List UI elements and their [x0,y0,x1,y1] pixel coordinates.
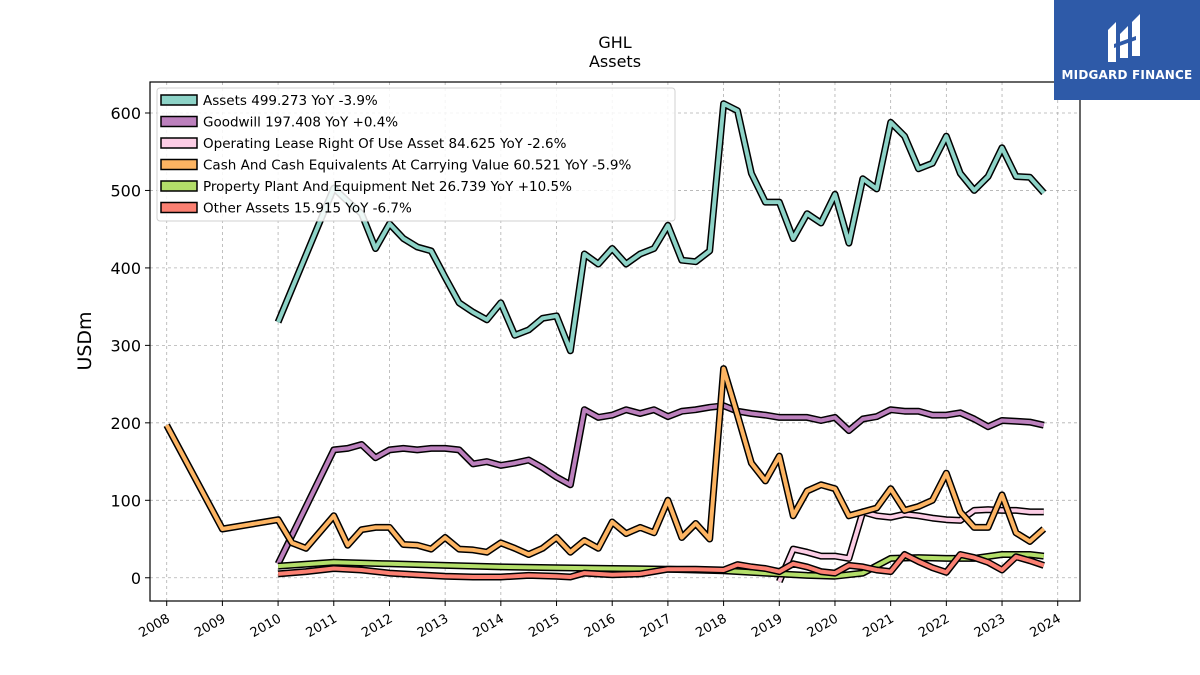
x-tick-label: 2024 [1028,611,1064,641]
series-line [276,101,1046,353]
legend-swatch [160,94,198,106]
series-assets [274,100,1047,355]
x-tick-label: 2015 [526,611,562,641]
y-tick-label: 600 [110,104,141,123]
series-lines [163,100,1047,583]
legend-label: Operating Lease Right Of Use Asset 84.62… [203,136,567,152]
legend-box [156,87,676,222]
x-tick-label: 2023 [972,611,1008,641]
legend-label: Property Plant And Equipment Net 26.739 … [203,179,572,195]
legend-label: Assets 499.273 YoY -3.9% [203,93,378,109]
brand-logo: MIDGARD FINANCE [1054,0,1200,100]
series-operating-lease-right-of-use-asset [776,506,1044,583]
x-tick-label: 2020 [805,611,841,641]
x-tick-label: 2022 [916,611,952,641]
series-line [164,366,1046,557]
legend-swatch [160,158,198,171]
y-tick-label: 300 [110,336,141,355]
x-tick-label: 2013 [415,611,451,641]
x-tick-label: 2019 [749,611,785,641]
logo-mark-icon [1108,14,1140,62]
chart-subtitle: Assets [589,52,641,71]
y-tick-label: 200 [110,414,141,433]
y-axis-ticks: 0 100 200 300 400 500 600 [110,104,150,588]
legend: Assets 499.273 YoY -3.9% Goodwill 197.408… [156,87,676,222]
series-line [277,552,1045,579]
x-tick-label: 2017 [638,611,674,641]
x-tick-label: 2011 [304,611,340,641]
logo-text: MIDGARD FINANCE [1061,68,1193,82]
series-cash-and-cash-equivalents-at-carrying-value [163,365,1047,558]
legend-label: Other Assets 15.915 YoY -6.7% [203,201,412,217]
x-tick-label: 2014 [471,611,507,641]
y-tick-label: 0 [131,569,141,588]
y-axis-label: USDm [74,311,96,370]
legend-swatch [160,180,198,192]
series-other-assets [277,551,1045,581]
series-line [777,507,1044,583]
plot-frame [149,81,1081,602]
y-tick-label: 100 [110,491,141,510]
x-axis-ticks: 2008 2009 2010 2011 2012 2013 2014 2015 2016 2017… [137,601,1064,641]
x-tick-label: 2010 [248,611,284,641]
series-line [276,403,1045,565]
legend-swatch [160,115,198,128]
y-tick-label: 500 [110,181,141,200]
legend-swatch [160,201,198,214]
series-goodwill [274,402,1045,566]
legend-label: Goodwill 197.408 YoY +0.4% [203,115,398,131]
legend-swatch [160,137,198,149]
x-tick-label: 2009 [192,611,228,641]
x-tick-label: 2012 [359,611,395,641]
chart-title: GHL [598,33,631,52]
x-tick-label: 2016 [582,611,618,641]
legend-label: Cash And Cash Equivalents At Carrying Va… [203,158,631,174]
x-tick-label: 2021 [860,611,896,641]
y-tick-label: 400 [110,259,141,278]
series-outline [274,402,1045,566]
x-tick-label: 2008 [137,611,173,641]
x-tick-label: 2018 [693,611,729,641]
